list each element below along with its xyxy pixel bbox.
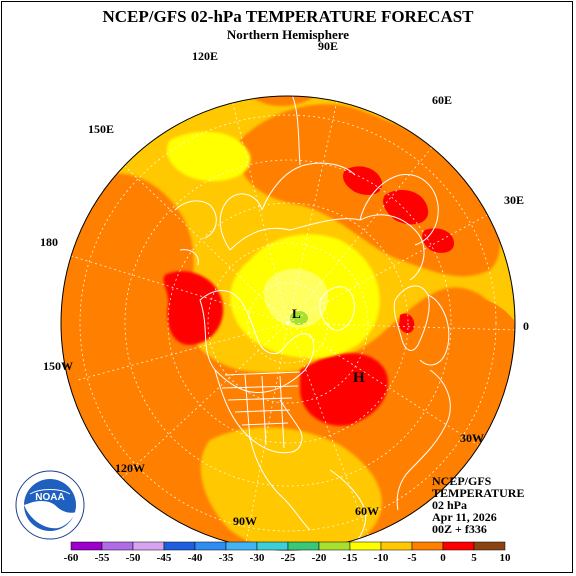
temp-band-0-pacific (163, 271, 224, 345)
temp-band-minus-15-pacific (166, 131, 251, 182)
info-date: Apr 11, 2026 (432, 510, 497, 524)
legend-tick-label: 10 (500, 552, 512, 564)
legend-tick-label: -40 (188, 552, 203, 564)
legend-tick-label: -10 (374, 552, 389, 564)
temp-band-minus-5-south (61, 173, 515, 550)
info-variable: TEMPERATURE (432, 486, 525, 500)
noaa-logo-text: NOAA (35, 492, 64, 503)
map-subtitle: Northern Hemisphere (226, 27, 350, 42)
legend-swatch (473, 541, 506, 551)
coastlines (174, 96, 451, 549)
legend-swatch (349, 541, 382, 551)
legend-tick-label: -35 (219, 552, 234, 564)
legend-swatch (132, 541, 165, 551)
legend-swatch (70, 541, 103, 551)
low-pressure-marker: L (292, 306, 301, 321)
legend-tick-label: -60 (64, 552, 79, 564)
legend-tick-label: -45 (157, 552, 172, 564)
lon-label-60w: 60W (355, 504, 379, 518)
legend-tick-label: -5 (407, 552, 417, 564)
legend-tick-label: -20 (312, 552, 327, 564)
forecast-info: NCEP/GFS TEMPERATURE 02 hPa Apr 11, 2026… (432, 475, 524, 535)
lon-label-0: 0 (523, 319, 529, 333)
temp-band-0-north-b (383, 190, 429, 225)
temp-band-minus-10-south (200, 427, 382, 550)
lon-label-90w: 90W (233, 514, 257, 528)
temp-band-minus-15-core (263, 268, 329, 328)
noaa-logo: NOAA (15, 470, 85, 540)
lon-label-30w: 30W (460, 431, 484, 445)
lon-label-150e: 150E (88, 122, 114, 136)
lon-label-120w: 120W (115, 461, 145, 475)
legend-tick-label: 5 (471, 552, 477, 564)
lon-label-30e: 30E (504, 193, 524, 207)
legend-tick-label: -30 (250, 552, 265, 564)
map-title: NCEP/GFS 02-hPa TEMPERATURE FORECAST (102, 7, 474, 26)
temp-band-0-east (399, 313, 415, 334)
graticule (67, 96, 515, 549)
temp-band-0-atlantic (300, 353, 389, 426)
legend-swatch (411, 541, 444, 551)
legend-swatch (194, 541, 227, 551)
legend-swatch (163, 541, 196, 551)
legend-swatch (225, 541, 258, 551)
legend-swatch (256, 541, 289, 551)
lon-label-120e: 120E (192, 49, 218, 63)
legend-swatch (380, 541, 413, 551)
info-forecast-hour: 00Z + f336 (432, 522, 487, 536)
legend-swatch (442, 541, 475, 551)
lon-label-60e: 60E (432, 93, 452, 107)
legend-tick-label: -55 (95, 552, 110, 564)
legend-swatch (318, 541, 351, 551)
temp-band-minus-5-east (434, 296, 515, 420)
legend-tick-label: -15 (343, 552, 358, 564)
info-level: 02 hPa (432, 498, 468, 512)
legend-tick-label: -25 (281, 552, 296, 564)
lon-label-90e: 90E (318, 39, 338, 53)
high-pressure-marker: H (353, 370, 365, 386)
info-model: NCEP/GFS (432, 474, 492, 488)
lon-label-150w: 150W (43, 359, 73, 373)
legend-swatch (101, 541, 134, 551)
legend-tick-label: -50 (126, 552, 141, 564)
lon-label-180: 180 (40, 235, 58, 249)
legend-swatch (287, 541, 320, 551)
legend-tick-label: 0 (440, 552, 446, 564)
